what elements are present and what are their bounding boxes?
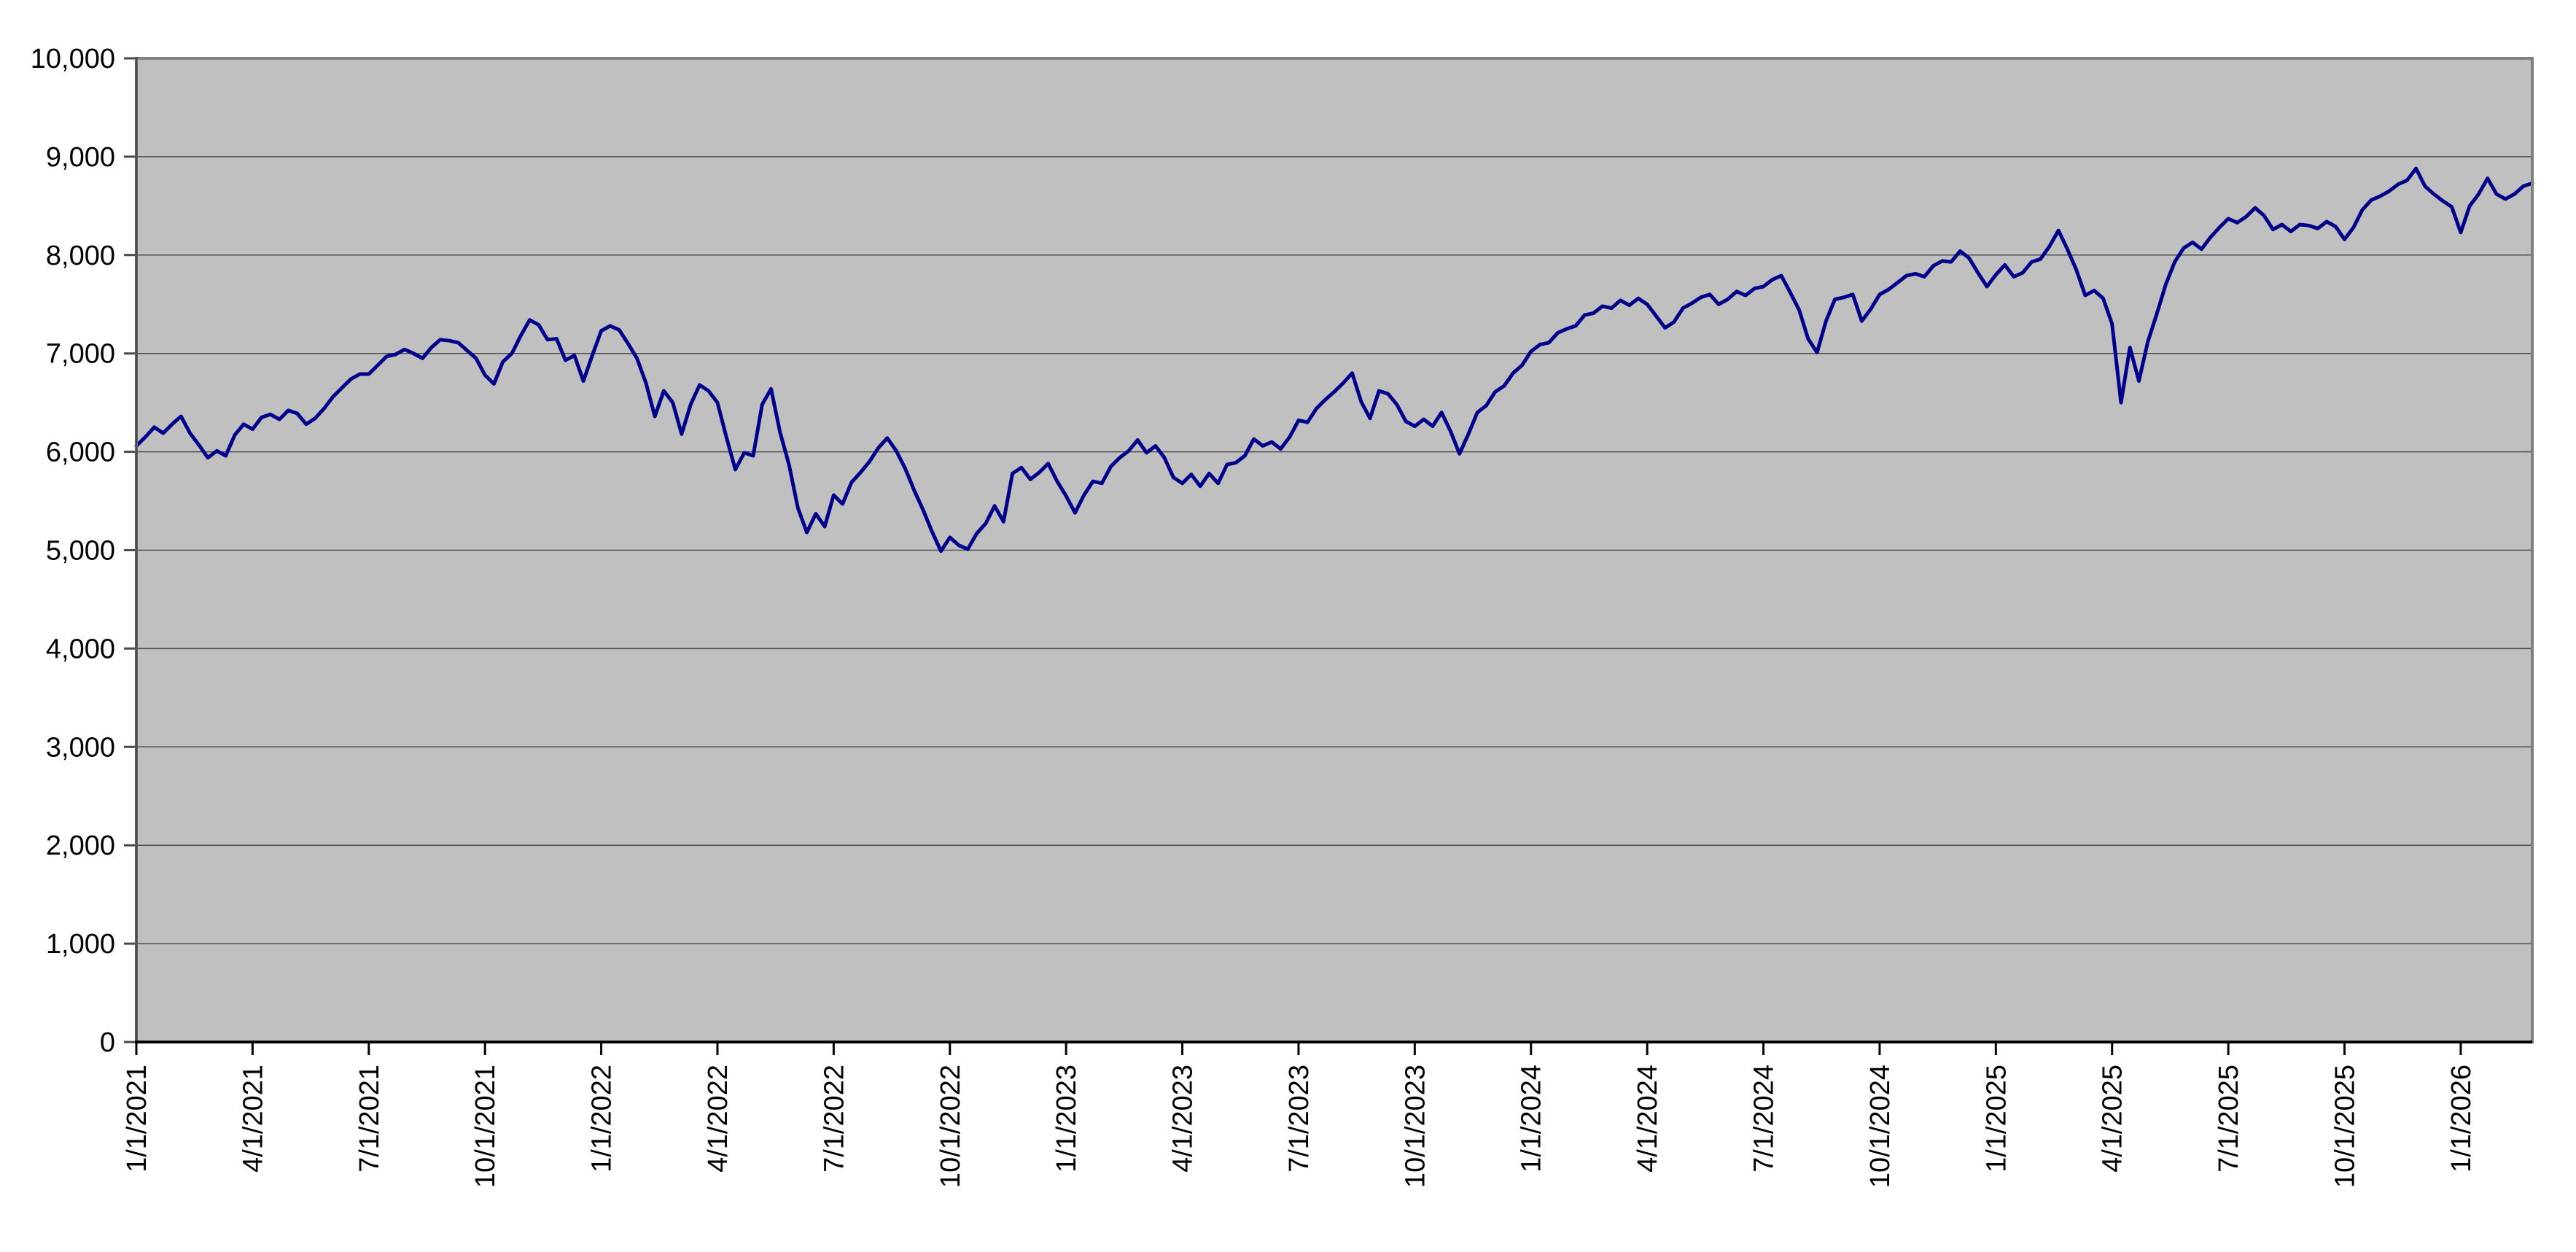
y-tick-label: 4,000 — [46, 634, 115, 664]
y-tick-label: 7,000 — [46, 339, 115, 370]
y-tick-label: 0 — [100, 1027, 115, 1058]
x-tick-label: 4/1/2022 — [703, 1065, 734, 1173]
x-tick-label: 10/1/2022 — [935, 1065, 966, 1188]
x-tick-label: 7/1/2021 — [354, 1065, 385, 1173]
x-tick-label: 10/1/2024 — [1865, 1065, 1896, 1188]
x-tick-labels-group: 1/1/2021 4/1/2021 7/1/2021 10/1/2021 1/1/202… — [122, 1065, 2477, 1188]
x-tick-label: 1/1/2024 — [1517, 1065, 1547, 1173]
y-tick-label: 9,000 — [46, 142, 115, 173]
x-tick-label: 4/1/2024 — [1633, 1065, 1663, 1173]
y-tick-label: 10,000 — [31, 44, 115, 74]
x-tick-label: 10/1/2025 — [2330, 1065, 2361, 1188]
x-ticks-group — [135, 1042, 2462, 1055]
x-tick-label: 10/1/2021 — [470, 1065, 501, 1188]
x-tick-label: 7/1/2022 — [819, 1065, 849, 1173]
y-tick-label: 5,000 — [46, 536, 115, 567]
y-ticks-group — [124, 57, 136, 1043]
x-tick-label: 4/1/2025 — [2098, 1065, 2128, 1173]
price-line — [134, 166, 2534, 553]
y-tick-label: 1,000 — [46, 929, 115, 960]
x-tick-label: 1/1/2021 — [122, 1065, 152, 1173]
x-tick-label: 1/1/2022 — [587, 1065, 618, 1173]
x-tick-label: 4/1/2023 — [1168, 1065, 1199, 1173]
x-tick-label: 10/1/2023 — [1400, 1065, 1431, 1188]
x-tick-label: 4/1/2021 — [238, 1065, 268, 1173]
x-tick-label: 7/1/2024 — [1749, 1065, 1780, 1173]
y-tick-label: 2,000 — [46, 831, 115, 861]
x-tick-label: 7/1/2025 — [2214, 1065, 2244, 1173]
series-group — [134, 166, 2534, 553]
x-tick-label: 1/1/2023 — [1051, 1065, 1082, 1173]
x-tick-label: 7/1/2023 — [1284, 1065, 1315, 1173]
x-tick-label: 1/1/2026 — [2446, 1065, 2477, 1173]
y-tick-label: 8,000 — [46, 241, 115, 271]
y-tick-label: 6,000 — [46, 438, 115, 468]
x-tick-label: 1/1/2025 — [1981, 1065, 2012, 1173]
y-tick-label: 3,000 — [46, 732, 115, 763]
y-tick-labels-group: 0 1,000 2,000 3,000 4,000 5,000 6,000 7,000 8,00… — [31, 44, 115, 1058]
